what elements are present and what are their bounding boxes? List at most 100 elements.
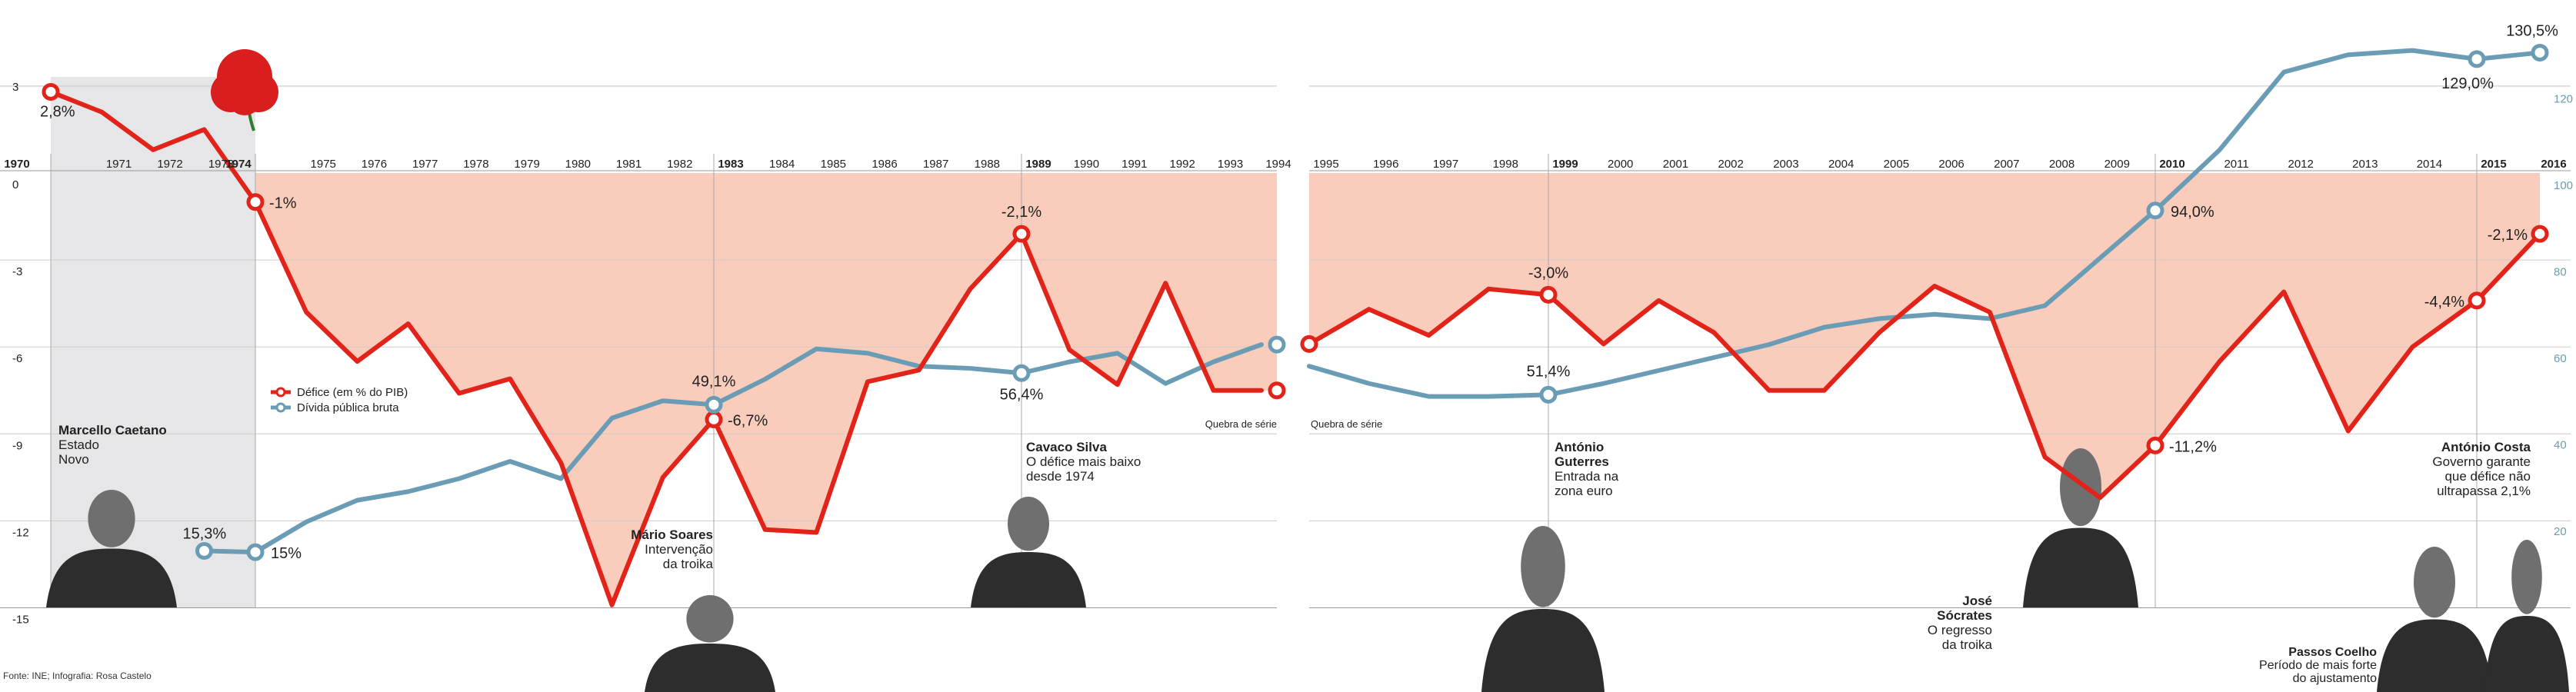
annotation-guterres: António Guterres Entrada na zona euro	[1555, 440, 1631, 498]
deficit-point-2015	[2468, 291, 2486, 310]
annotation-socrates: José Sócrates O regresso da troika	[1908, 594, 1992, 652]
y2-tick-label: 20	[2554, 525, 2567, 538]
photo-caetano-head	[88, 490, 135, 547]
debt-point-1974	[246, 543, 265, 561]
photo-passos-head	[2414, 547, 2455, 618]
annotation-guterres-line1: Entrada na	[1555, 469, 1619, 484]
source-note: Fonte: INE; Infografia: Rosa Castelo	[3, 670, 152, 681]
photo-guterres-head	[1521, 526, 1565, 607]
series-break-label-2: Quebra de série	[1311, 418, 1382, 430]
deficit-point-2010	[2146, 436, 2164, 454]
x-tick-label: 1972	[157, 158, 182, 171]
x-tick-label: 2006	[1938, 158, 1964, 171]
y2-tick-label: 60	[2554, 352, 2567, 365]
annotation-passos-line2: do ajustamento	[2292, 672, 2377, 685]
annotation-caetano-line1: Estado	[58, 437, 99, 452]
x-tick-label: 1973	[208, 158, 234, 171]
y-tick-label: -3	[12, 265, 22, 278]
x-tick-label: 1974	[225, 158, 252, 171]
debt-point-1973	[195, 541, 213, 560]
x-tick-label: 1995	[1313, 158, 1338, 171]
x-tick-label: 1991	[1121, 158, 1147, 171]
annotation-costa-line1: Governo garante	[2432, 454, 2531, 469]
debt-break-point-1994	[1268, 335, 1286, 354]
deficit-point-1974	[246, 193, 265, 211]
annotation-cavaco: Cavaco Silva O défice mais baixo desde 1…	[1026, 440, 1141, 484]
photo-soares-body	[645, 644, 775, 692]
x-tick-label: 1975	[311, 158, 336, 171]
debt-label-2010: 94,0%	[2171, 204, 2214, 221]
photo-cavaco-head	[1008, 497, 1049, 551]
photo-cavaco-body	[971, 552, 1086, 607]
x-tick-label: 1977	[412, 158, 438, 171]
deficit-point-1983	[705, 410, 723, 428]
x-tick-label: 1988	[975, 158, 1000, 171]
deficit-point-1989	[1012, 225, 1031, 243]
deficit-label-1989: -2,1%	[1001, 204, 1041, 221]
debt-label-2015: 129,0%	[2441, 75, 2494, 92]
photo-costa-head	[2511, 540, 2542, 614]
x-tick-label: 1987	[923, 158, 948, 171]
deficit-break-point-1994	[1268, 381, 1286, 400]
deficit-label-2010: -11,2%	[2169, 438, 2217, 455]
deficit-point-2016	[2531, 225, 2549, 243]
photo-caetano-body	[46, 548, 177, 607]
debt-label-1983: 49,1%	[692, 373, 736, 390]
y-tick-label: -15	[12, 614, 29, 627]
debt-point-1999	[1539, 385, 1558, 404]
debt-label-2016: 130,5%	[2506, 22, 2558, 39]
x-tick-label: 1986	[871, 158, 897, 171]
x-tick-label: 1979	[514, 158, 539, 171]
x-tick-label: 1994	[1265, 158, 1291, 171]
annotation-costa-line2: que défice não	[2444, 469, 2531, 484]
legend-marker-1	[275, 387, 286, 398]
x-tick-label: 2010	[2159, 158, 2184, 171]
photo-passos	[2377, 547, 2492, 692]
y2-tick-label: 120	[2554, 93, 2573, 106]
annotation-socrates-line1: O regresso	[1927, 623, 1992, 637]
series-break-label-1: Quebra de série	[1205, 418, 1277, 430]
deficit-point-1970	[42, 82, 60, 101]
photo-socrates-body	[2023, 527, 2138, 607]
x-tick-label: 1997	[1433, 158, 1458, 171]
photo-soares-head	[686, 595, 734, 643]
x-tick-label: 1980	[565, 158, 591, 171]
x-tick-label: 2008	[2049, 158, 2074, 171]
deficit-label-1983: -6,7%	[728, 412, 768, 429]
deficit-point-1999	[1539, 285, 1558, 304]
x-tick-label: 2002	[1718, 158, 1743, 171]
annotation-costa: António Costa Governo garante que défice…	[2392, 440, 2531, 498]
deficit-break-point-1995	[1300, 334, 1318, 353]
x-tick-label: 1984	[769, 158, 795, 171]
deficit-area-p1	[255, 173, 1277, 605]
debt-line-p1	[202, 342, 1264, 555]
annotation-passos-line1: Período de mais forte	[2259, 659, 2377, 672]
annotation-soares-line2: da troika	[662, 557, 713, 571]
deficit-area-p2	[1309, 173, 2540, 498]
annotation-soares-name: Mário Soares	[631, 527, 713, 542]
x-tick-label: 1983	[718, 158, 743, 171]
x-tick-label: 2013	[2352, 158, 2378, 171]
carnation-petal	[228, 82, 262, 115]
x-tick-label: 1970	[4, 158, 29, 171]
x-tick-label: 1989	[1025, 158, 1051, 171]
annotation-guterres-line2: zona euro	[1555, 484, 1613, 498]
y-tick-label: -6	[12, 352, 22, 365]
x-tick-label: 2011	[2224, 158, 2248, 171]
x-tick-label: 1992	[1170, 158, 1195, 171]
deficit-line-p2	[1307, 231, 2542, 501]
debt-point-1989	[1012, 364, 1031, 382]
annotation-passos-name: Passos Coelho	[2288, 646, 2377, 659]
x-tick-label: 1999	[1552, 158, 1578, 171]
annotation-costa-name: António Costa	[2441, 440, 2531, 454]
x-tick-label: 2003	[1773, 158, 1798, 171]
debt-label-1973: 15,3%	[183, 525, 227, 542]
annotation-costa-line3: ultrapassa 2,1%	[2437, 484, 2531, 498]
photo-guterres	[1481, 526, 1605, 692]
photo-guterres-body	[1481, 609, 1605, 692]
x-tick-label: 1985	[821, 158, 846, 171]
annotation-soares: Mário Soares Intervenção da troika	[612, 527, 713, 571]
annotation-cavaco-line2: desde 1974	[1026, 469, 1095, 484]
photo-cavaco	[971, 497, 1086, 607]
